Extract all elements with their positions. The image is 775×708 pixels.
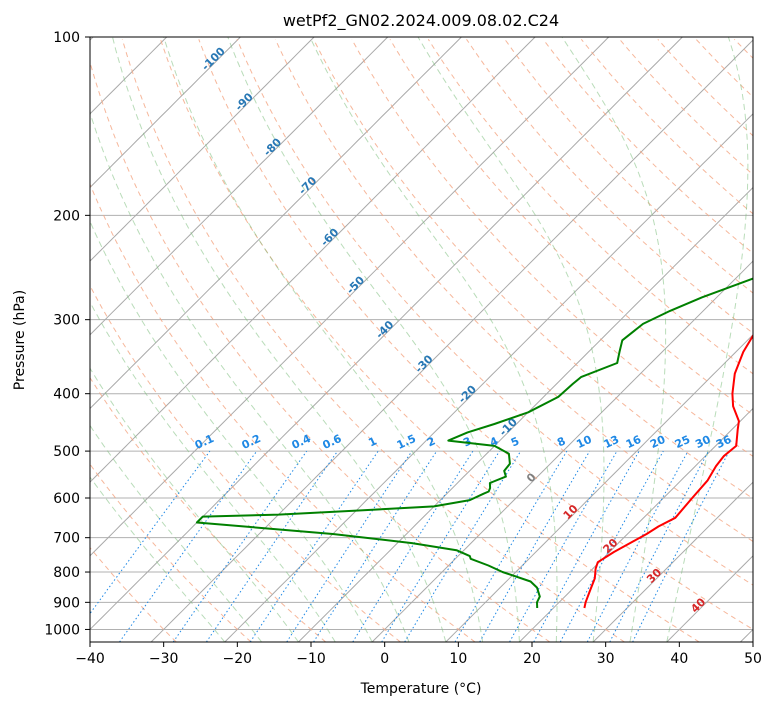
plot-background [90,37,753,642]
mixing-ratio-label: 10 [574,433,594,451]
dry-adiabat-line [504,39,753,294]
moist-adiabat-line [309,37,558,642]
y-tick-label: 800 [53,565,80,581]
mixing-ratio-label: 13 [602,433,621,451]
dry-adiabat-line [90,60,551,642]
x-tick-label: 50 [744,651,762,667]
y-tick-label: 500 [53,444,80,460]
y-tick-label: 200 [53,208,80,224]
isotherm-line [90,37,389,336]
dry-adiabat-line [542,38,753,254]
x-tick-label: −20 [223,651,253,667]
x-tick-label: −30 [149,651,179,667]
isotherm-line [519,407,753,642]
chart-title: wetPf2_GN02.2024.009.08.02.C24 [283,11,559,31]
mixing-ratio-line [509,450,618,642]
mixing-ratio-line [313,450,438,642]
mixing-ratio-line [90,450,211,615]
plot-frame [89,36,754,643]
dry-adiabat-line [90,183,476,642]
y-axis-label: Pressure (hPa) [12,290,28,390]
grid-layer [90,37,753,630]
mixing-ratio-line [249,450,379,642]
moist-adiabat-line [417,37,605,642]
dewpoint-profile-line [195,277,753,609]
mixing-ratio-line [119,450,258,642]
mixing-ratio-line [381,450,500,642]
dry-adiabat-line [236,39,753,586]
isotherm-line [90,37,536,483]
x-tick-label: −40 [75,651,105,667]
mixing-ratio-label: 30 [693,433,713,451]
isotherm-line [90,37,610,557]
moist-adiabat-line [90,476,226,642]
moist-adiabat-line [163,37,484,642]
y-tick-label: 400 [53,387,80,403]
background-lines-layer [90,37,753,642]
dry-adiabat-line [351,39,753,457]
y-tick-label: 1000 [44,622,80,638]
y-tick-label: 700 [53,531,80,547]
moist-adiabat-line [227,37,520,642]
y-tick-label: 300 [53,313,80,329]
dry-adiabat-line [427,39,753,375]
mixing-ratio-line [632,450,730,642]
mixing-ratio-label: 25 [673,433,692,451]
dry-adiabat-line [313,39,753,500]
y-tick-label: 900 [53,595,80,611]
x-tick-label: −10 [296,651,326,667]
axis-layer: −40 −30 −20 −10 0 10 20 30 40 50 100 200 300 400 500 60… [44,30,762,667]
dry-adiabat-line [198,39,753,630]
dry-adiabat-line [580,38,753,215]
mixing-ratio-line [559,450,664,642]
x-tick-label: 30 [597,651,615,667]
dry-adiabat-line [619,38,753,176]
dry-adiabat-line [274,39,753,543]
dry-adiabat-line [121,39,625,642]
dry-adiabat-line [389,39,753,416]
mixing-ratio-line [533,450,640,642]
x-tick-label: 10 [449,651,467,667]
x-tick-label: 20 [523,651,541,667]
isotherm-line [371,260,753,642]
isotherm-line [224,113,753,642]
mixing-ratio-line [286,450,413,642]
moist-adiabat-line [112,37,447,642]
moist-adiabat-line [90,111,410,642]
x-tick-label: 40 [670,651,688,667]
x-axis-label: Temperature (°C) [360,681,482,697]
mixing-ratio-label: 20 [648,433,668,451]
x-tick-label: 0 [380,651,389,667]
isotherm-line [150,39,753,642]
moist-adiabat-line [90,424,262,642]
mixing-ratio-line [172,450,308,642]
moist-adiabat-line [90,367,299,642]
isotherm-line [90,37,462,410]
mixing-ratio-label: 36 [714,433,734,451]
moist-adiabat-line [90,301,336,642]
mixing-ratio-line [404,450,522,642]
isotherm-line [90,37,683,631]
dry-adiabat-line [466,39,753,334]
y-tick-label: 100 [53,30,80,46]
isotherm-line [592,481,753,642]
mixing-ratio-label: 16 [624,433,644,451]
isotherm-line [298,186,753,642]
y-tick-label: 600 [53,491,80,507]
moist-adiabat-line [561,37,667,642]
isotherm-line [90,37,315,262]
moist-adiabat-line [90,220,373,642]
isotherm-line [90,37,241,189]
temperature-profile-line [583,333,753,609]
dry-adiabat-line [90,376,327,642]
profile-layer [195,277,753,609]
mixing-ratio-line [205,450,338,642]
moist-adiabat-line [666,37,749,642]
